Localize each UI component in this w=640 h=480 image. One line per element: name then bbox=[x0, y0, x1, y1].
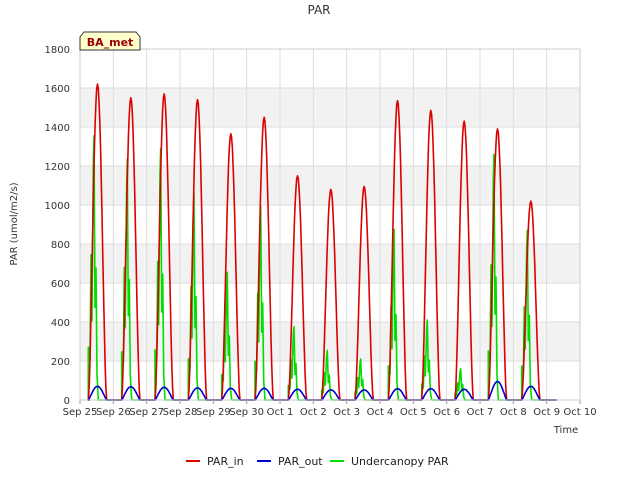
chart-title: PAR bbox=[307, 3, 330, 17]
x-tick-label: Oct 9 bbox=[533, 407, 560, 418]
x-tick-label: Sep 27 bbox=[129, 407, 164, 418]
legend-item-par-in: PAR_in bbox=[186, 455, 244, 468]
legend-item-par-out: PAR_out bbox=[257, 455, 323, 468]
x-tick-label: Oct 7 bbox=[467, 407, 494, 418]
legend-item-undercanopy: Undercanopy PAR bbox=[330, 455, 449, 468]
legend-label: PAR_in bbox=[207, 455, 244, 468]
plot-frame bbox=[79, 48, 581, 401]
y-tick-label: 1000 bbox=[45, 201, 70, 212]
x-tick-label: Sep 26 bbox=[96, 407, 131, 418]
x-axis-label: Time bbox=[553, 425, 578, 436]
x-tick-label: Sep 29 bbox=[196, 407, 231, 418]
y-tick-label: 0 bbox=[64, 396, 70, 407]
y-tick-label: 600 bbox=[51, 279, 70, 290]
x-tick-label: Oct 1 bbox=[267, 407, 294, 418]
legend-label: Undercanopy PAR bbox=[351, 455, 449, 468]
legend: PAR_in PAR_out Undercanopy PAR bbox=[186, 455, 449, 468]
y-tick-label: 800 bbox=[51, 240, 70, 251]
y-tick-label: 200 bbox=[51, 357, 70, 368]
x-tick-label: Oct 3 bbox=[333, 407, 360, 418]
y-tick-label: 400 bbox=[51, 318, 70, 329]
x-tick-label: Oct 6 bbox=[433, 407, 460, 418]
y-tick-label: 1400 bbox=[45, 123, 70, 134]
y-tick-label: 1200 bbox=[45, 162, 70, 173]
x-tick-label: Oct 4 bbox=[367, 407, 394, 418]
x-tick-label: Oct 5 bbox=[400, 407, 427, 418]
grid-band bbox=[80, 88, 580, 127]
y-axis-label: PAR (umol/m2/s) bbox=[9, 182, 20, 265]
x-tick-label: Oct 8 bbox=[500, 407, 527, 418]
y-tick-label: 1800 bbox=[45, 45, 70, 56]
x-tick-label: Sep 28 bbox=[163, 407, 198, 418]
x-tick-label: Oct 2 bbox=[300, 407, 327, 418]
grid-band bbox=[80, 244, 580, 283]
x-tick-label: Sep 25 bbox=[63, 407, 98, 418]
station-label-box: BA_met bbox=[79, 31, 141, 51]
y-tick-label: 1600 bbox=[45, 84, 70, 95]
legend-label: PAR_out bbox=[278, 455, 323, 468]
station-label-shape bbox=[79, 31, 141, 51]
station-label: BA_met bbox=[87, 36, 134, 49]
x-tick-label: Oct 10 bbox=[563, 407, 596, 418]
x-tick-label: Sep 30 bbox=[229, 407, 264, 418]
